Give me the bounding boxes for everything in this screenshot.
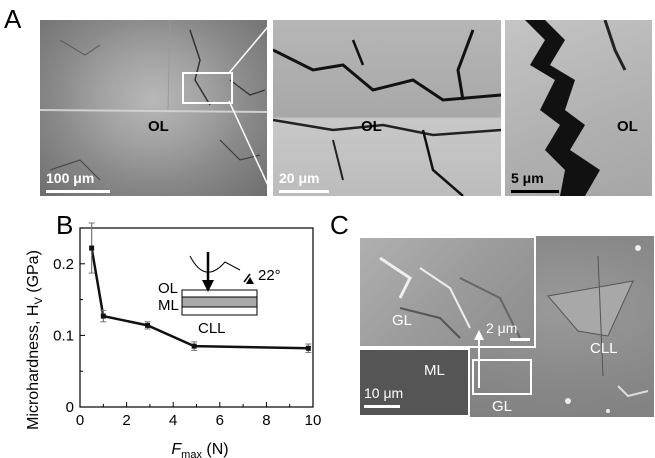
panel-a-micrograph-1: OL 100 μm [40, 20, 267, 196]
panel-a1-label: OL [148, 118, 169, 135]
panel-b-letter: B [56, 210, 74, 240]
inset-top-scale-bar [510, 338, 530, 341]
indenter-outline [189, 255, 241, 273]
y-tick-label: 0.2 [53, 256, 74, 273]
x-tick-label: 0 [76, 412, 84, 429]
data-point [191, 343, 197, 349]
panel-c-inset-top: GL 2 μm [358, 236, 536, 348]
x-tick-label: 2 [122, 412, 130, 429]
panel-a3-scale-label: 5 μm [511, 170, 544, 186]
inset-texture [379, 256, 521, 339]
x-axis-title: Fmax (N) [171, 441, 228, 458]
panel-c-zoom-box [472, 359, 532, 395]
y-tick-label: 0 [66, 399, 74, 416]
data-point [89, 245, 95, 251]
x-tick-label: 8 [262, 412, 270, 429]
schematic-angle-label: 22° [258, 267, 281, 284]
inset-bottom-scale-bar [364, 405, 400, 408]
panel-a1-scale-label: 100 μm [46, 170, 95, 186]
schematic-ol-label: OL [158, 280, 178, 297]
inset-bottom-scale-label: 10 μm [364, 385, 404, 401]
panel-a-letter: A [4, 4, 22, 34]
zoom-box [182, 72, 233, 104]
panel-a-micrograph-3: OL 5 μm [505, 20, 652, 196]
panel-a3-scale-bar [511, 190, 559, 193]
panel-c-gl-label: GL [492, 398, 513, 415]
chart-axes: 0 2 4 6 8 10 0 0.1 0.2 [53, 227, 322, 429]
microhardness-chart: 0 2 4 6 8 10 0 0.1 0.2 OL ML CLL 22° Microhardne… [25, 222, 322, 458]
indenter-arrow-head [202, 280, 214, 292]
schematic-cll-layer [181, 306, 258, 316]
angle-marker [243, 273, 251, 283]
panel-a3-label: OL [617, 118, 638, 135]
zoom-connector [228, 21, 273, 195]
y-tick-label: 0.1 [53, 327, 74, 344]
x-tick-label: 10 [305, 412, 322, 429]
chart-series [88, 222, 312, 354]
data-point [100, 313, 106, 319]
schematic-ml-label: ML [158, 297, 179, 314]
indent-overlay [547, 245, 649, 413]
inset-top-gl-label: GL [392, 312, 413, 329]
layer-schematic-inset: OL ML CLL 22° [158, 252, 281, 337]
panel-a2-scale-bar [279, 190, 329, 193]
crack-overlay-2 [525, 20, 627, 196]
panel-c-letter: C [330, 210, 349, 240]
panel-a-micrograph-2: OL 20 μm [273, 20, 501, 196]
crack-overlay [273, 29, 501, 196]
panel-a2-label: OL [361, 118, 382, 135]
panel-a1-scale-bar [46, 190, 110, 193]
angle-marker-head [246, 277, 254, 284]
x-tick-label: 6 [216, 412, 224, 429]
inset-bottom-ml-label: ML [424, 362, 445, 379]
data-point [305, 345, 311, 351]
y-axis-title: Microhardness, HV (GPa) [25, 250, 45, 430]
data-point [145, 322, 151, 328]
x-tick-label: 4 [169, 412, 177, 429]
panel-c-inset-bottom: ML 10 μm [358, 348, 470, 417]
texture-overlay [40, 20, 267, 181]
inset-top-scale-label: 2 μm [486, 320, 518, 336]
schematic-cll-label: CLL [198, 320, 226, 337]
panel-c-cll-label: CLL [590, 340, 618, 357]
panel-a2-scale-label: 20 μm [279, 170, 320, 186]
